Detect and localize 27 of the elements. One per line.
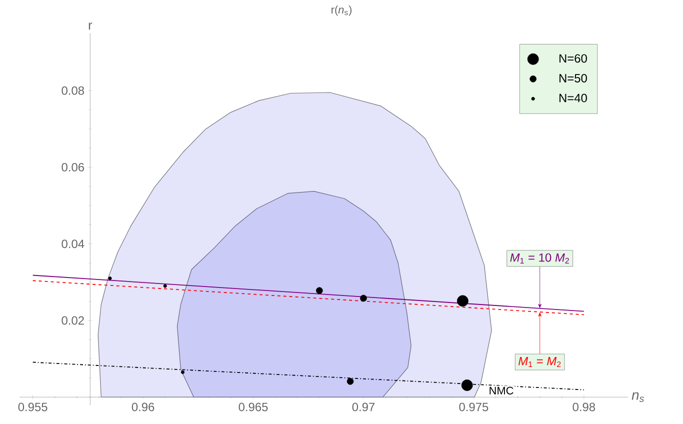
y-tick-label: 0.06 <box>62 162 84 172</box>
text: M$_{1}$ = 10 M$_{2}$ <box>510 253 569 264</box>
x-tick-label: 0.98 <box>572 402 596 412</box>
x-tick-label: 0.96 <box>132 402 154 412</box>
y-tick-label: 0.02 <box>62 316 84 325</box>
y-tick-label: 0.08 <box>62 86 84 95</box>
series-label: NMC <box>490 386 514 394</box>
legend-label: N=50 <box>560 74 587 82</box>
text: M$_{1}$ = M$_{2}$ <box>518 356 561 368</box>
legend-label: N=60 <box>560 54 587 63</box>
chart-title: r(n$_{s}$) <box>332 6 352 16</box>
x-tick-label: 0.975 <box>459 402 488 412</box>
point <box>456 295 468 307</box>
x-tick-label: 0.965 <box>238 402 268 412</box>
point <box>360 294 367 302</box>
point <box>316 287 323 294</box>
point <box>180 370 185 374</box>
x-tick-label: 0.97 <box>352 402 375 412</box>
x-tick-label: 0.955 <box>18 402 48 412</box>
y-axis-title: r <box>88 22 92 30</box>
point <box>108 276 112 280</box>
point <box>461 380 473 391</box>
x-axis-title: n$_{s}$ <box>632 392 644 402</box>
point <box>346 378 354 385</box>
y-tick-label: 0.04 <box>62 240 84 248</box>
legend-label: N=40 <box>560 94 587 102</box>
point <box>163 284 167 288</box>
